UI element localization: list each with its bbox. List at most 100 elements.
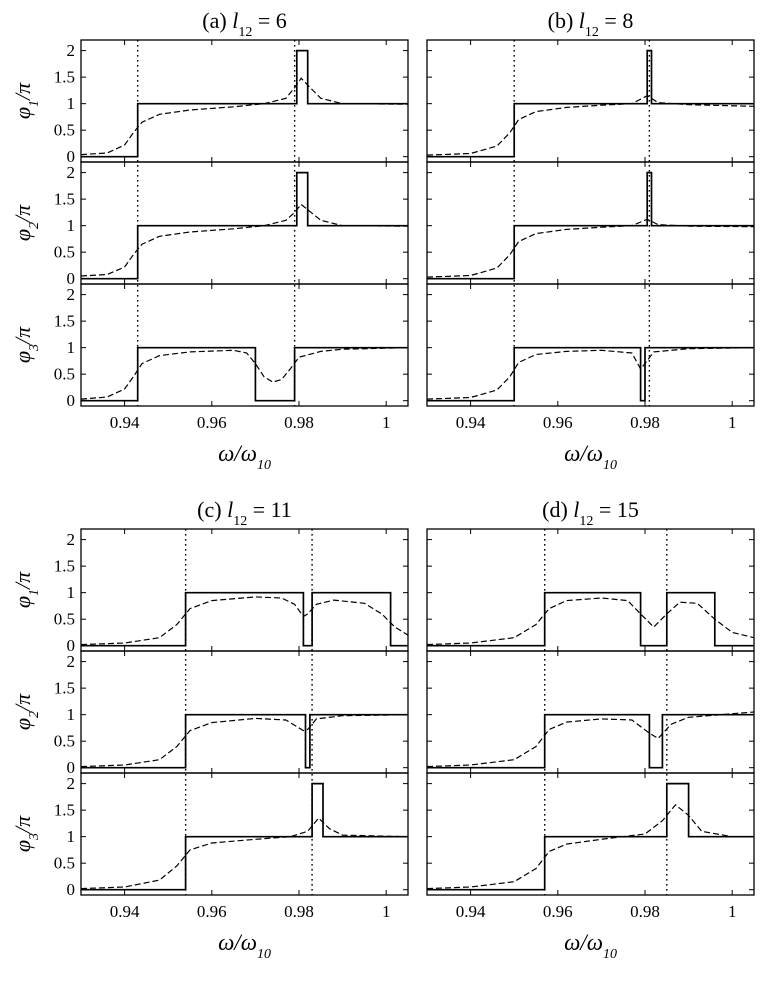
series-dashed-line xyxy=(426,347,755,400)
y-axis-label: φ1/π xyxy=(10,82,42,119)
series-solid-line xyxy=(427,346,754,402)
series-solid-line xyxy=(81,713,408,769)
subplot-frame xyxy=(80,650,409,774)
series-solid-line xyxy=(81,49,408,158)
y-tick-label: 0 xyxy=(67,147,76,166)
series-dashed-line xyxy=(426,711,755,768)
x-tick-label: 0.94 xyxy=(456,413,486,432)
y-axis-label: φ2/π xyxy=(10,204,42,241)
panel-a: (a) l12 = 6 0 0.5 1 1.5 2 φ1/π 0 0.5 1 1.5 2 φ2/π 0 0.… xyxy=(10,8,409,473)
x-tick-label: 0.96 xyxy=(197,413,227,432)
y-tick-label: 1.5 xyxy=(54,557,75,576)
series-solid-line xyxy=(81,346,408,402)
subplot-3: 0 0.5 1 1.5 2 φ3/π xyxy=(10,772,409,899)
y-tick-label: 2 xyxy=(67,41,76,60)
series-solid-line xyxy=(427,591,754,647)
series-dashed-line xyxy=(80,817,409,890)
y-axis-label: φ2/π xyxy=(10,693,42,730)
subplot-frame xyxy=(80,161,409,285)
series-solid-line xyxy=(427,171,754,280)
y-tick-label: 1 xyxy=(67,583,76,602)
series-solid-line xyxy=(81,171,408,280)
series-dashed-line xyxy=(426,95,755,156)
subplot-frame xyxy=(426,283,755,407)
panel-title: (a) l12 = 6 xyxy=(202,8,286,40)
series-dashed-line xyxy=(426,803,754,890)
series-solid-line xyxy=(427,713,754,769)
x-tick-label: 0.98 xyxy=(284,902,314,921)
y-tick-label: 2 xyxy=(67,652,76,671)
series-dashed-line xyxy=(426,218,755,278)
subplot-3 xyxy=(426,772,755,896)
series-dashed-line xyxy=(80,347,409,400)
x-tick-label: 0.94 xyxy=(110,902,140,921)
x-axis-label: ω/ω10 xyxy=(564,930,617,962)
y-axis-label: φ3/π xyxy=(10,815,42,852)
panel-title: (b) l12 = 8 xyxy=(548,8,634,40)
y-axis-label: φ1/π xyxy=(10,571,42,608)
x-tick-label: 0.94 xyxy=(456,902,486,921)
series-solid-line xyxy=(427,782,754,891)
subplot-frame xyxy=(80,528,409,652)
x-tick-label: 0.96 xyxy=(197,902,227,921)
x-tick-label: 0.94 xyxy=(110,413,140,432)
subplot-2: 0 0.5 1 1.5 2 φ2/π xyxy=(10,650,409,777)
series-dashed-line xyxy=(80,77,409,156)
y-tick-label: 0.5 xyxy=(54,243,75,262)
y-tick-label: 0 xyxy=(67,269,76,288)
subplot-2 xyxy=(426,650,755,774)
y-tick-label: 0.5 xyxy=(54,732,75,751)
x-tick-label: 1 xyxy=(382,902,391,921)
subplot-1 xyxy=(426,39,755,163)
subplot-1 xyxy=(426,528,755,652)
subplot-frame xyxy=(426,39,755,163)
subplot-1: 0 0.5 1 1.5 2 φ1/π xyxy=(10,528,409,655)
y-tick-label: 1.5 xyxy=(54,679,75,698)
x-tick-label: 1 xyxy=(382,413,391,432)
y-tick-label: 0 xyxy=(67,758,76,777)
y-tick-label: 1 xyxy=(67,705,76,724)
series-solid-line xyxy=(81,782,408,891)
y-tick-label: 0 xyxy=(67,880,76,899)
subplot-3: 0 0.5 1 1.5 2 φ3/π xyxy=(10,283,409,410)
y-tick-label: 0.5 xyxy=(54,854,75,873)
subplot-frame xyxy=(426,528,755,652)
y-tick-label: 0.5 xyxy=(54,121,75,140)
x-tick-label: 0.98 xyxy=(630,413,660,432)
y-tick-label: 1.5 xyxy=(54,68,75,87)
y-axis-label: φ3/π xyxy=(10,326,42,363)
y-tick-label: 0.5 xyxy=(54,365,75,384)
x-axis-label: ω/ω10 xyxy=(218,441,271,473)
panel-b: (b) l12 = 8 0.94 0.96 0.98 1 ω/ω10 xyxy=(426,8,755,473)
subplot-frame xyxy=(426,650,755,774)
y-tick-label: 0 xyxy=(67,391,76,410)
x-tick-label: 1 xyxy=(728,902,737,921)
series-solid-line xyxy=(427,49,754,158)
series-dashed-line xyxy=(80,714,409,768)
subplot-2 xyxy=(426,161,755,285)
series-dashed-line xyxy=(80,596,409,646)
series-solid-line xyxy=(81,591,408,647)
x-axis-label: ω/ω10 xyxy=(564,441,617,473)
panel-title: (c) l12 = 11 xyxy=(197,497,292,529)
subplot-3 xyxy=(426,283,755,407)
y-tick-label: 0 xyxy=(67,636,76,655)
x-tick-label: 1 xyxy=(728,413,737,432)
y-tick-label: 1.5 xyxy=(54,801,75,820)
subplot-frame xyxy=(80,39,409,163)
x-tick-label: 0.98 xyxy=(630,902,660,921)
x-tick-label: 0.96 xyxy=(543,413,573,432)
y-tick-label: 1.5 xyxy=(54,312,75,331)
y-tick-label: 2 xyxy=(67,285,76,304)
subplot-frame xyxy=(80,283,409,407)
series-dashed-line xyxy=(426,597,755,646)
y-tick-label: 0.5 xyxy=(54,610,75,629)
panel-d: (d) l12 = 15 0.94 0.96 0.98 1 ω/ω10 xyxy=(426,497,755,962)
subplot-frame xyxy=(80,772,409,896)
subplot-2: 0 0.5 1 1.5 2 φ2/π xyxy=(10,161,409,288)
y-tick-label: 2 xyxy=(67,530,76,549)
x-tick-label: 0.98 xyxy=(284,413,314,432)
y-tick-label: 1 xyxy=(67,216,76,235)
y-tick-label: 2 xyxy=(67,774,76,793)
